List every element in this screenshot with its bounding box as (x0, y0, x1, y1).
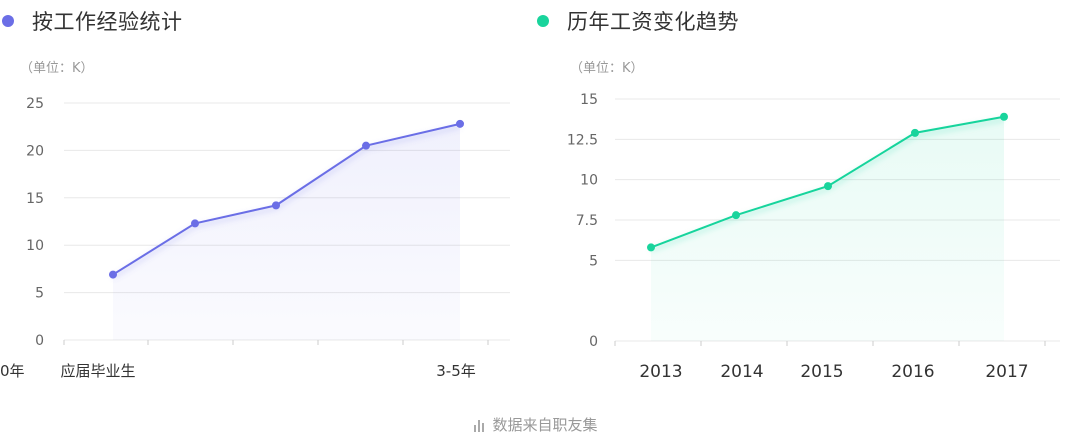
y-tick-label: 10 (26, 238, 44, 254)
unit-label: （单位：K） (570, 61, 644, 76)
y-tick-label: 5 (589, 253, 598, 269)
x-tick-label: 2015 (800, 362, 843, 382)
bar-chart-icon (474, 420, 485, 432)
x-tick-label: 2013 (639, 362, 682, 382)
chart-title: 按工作经验统计 (32, 10, 183, 34)
y-tick-label: 10 (580, 173, 598, 189)
x-tick-label: 8-10年 (0, 362, 25, 380)
y-tick-label: 5 (35, 286, 44, 302)
data-point[interactable] (824, 182, 832, 191)
y-tick-label: 25 (26, 96, 44, 112)
data-point[interactable] (1000, 112, 1008, 121)
x-tick-label: 2014 (720, 362, 763, 382)
y-tick-label: 15 (26, 191, 44, 207)
y-tick-label: 7.5 (576, 213, 598, 229)
chart-panel-experience: 按工作经验统计 （单位：K） 0 5 10 15 20 25 应届毕业生 3-5年 8-10年 (0, 0, 535, 400)
y-tick-label: 20 (26, 143, 44, 159)
chart-header: 按工作经验统计 (0, 6, 183, 36)
series-dot-icon (2, 15, 14, 27)
y-tick-label: 0 (35, 333, 44, 349)
data-point[interactable] (911, 128, 919, 137)
chart-header: 历年工资变化趋势 (535, 6, 739, 36)
data-source-label: 数据来自职友集 (492, 416, 598, 434)
y-tick-label: 15 (580, 92, 598, 108)
y-tick-label: 12.5 (567, 132, 598, 148)
data-point[interactable] (362, 141, 370, 150)
data-point[interactable] (732, 211, 740, 220)
experience-line-chart: 0 5 10 15 20 25 应届毕业生 3-5年 8-10年 (0, 96, 510, 380)
chart-panel-trend: 历年工资变化趋势 （单位：K） 0 5 7.5 10 12.5 15 2013 2014 201… (535, 0, 1070, 400)
data-point[interactable] (272, 201, 280, 210)
series-area (651, 116, 1004, 341)
unit-label: （单位：K） (20, 61, 94, 76)
chart-title: 历年工资变化趋势 (567, 10, 739, 34)
series-dot-icon (537, 15, 549, 27)
x-tick-label: 3-5年 (436, 362, 476, 380)
data-point[interactable] (456, 119, 464, 128)
data-point[interactable] (191, 219, 199, 228)
y-tick-label: 0 (589, 334, 598, 350)
x-tick-label: 2017 (985, 362, 1028, 382)
x-tick-label: 2016 (891, 362, 934, 382)
data-point[interactable] (109, 270, 117, 279)
series-area (113, 123, 460, 340)
data-source-footer: 数据来自职友集 (0, 414, 1070, 435)
x-tick-label: 应届毕业生 (60, 362, 135, 380)
salary-trend-line-chart: 0 5 7.5 10 12.5 15 2013 2014 2015 2016 2017 (567, 92, 1060, 382)
data-point[interactable] (647, 243, 655, 252)
